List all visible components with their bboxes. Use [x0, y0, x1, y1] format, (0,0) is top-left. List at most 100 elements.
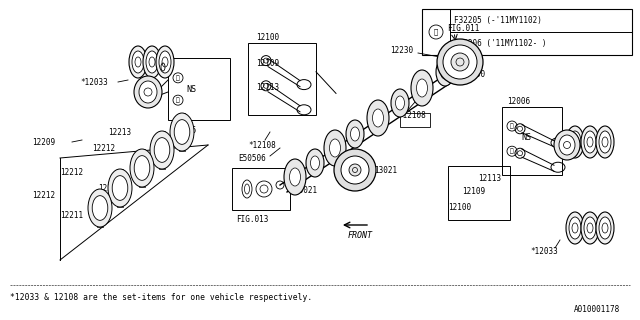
- Text: NS: NS: [521, 133, 531, 142]
- Text: 12212: 12212: [60, 167, 83, 177]
- Ellipse shape: [130, 149, 154, 187]
- Text: 12212: 12212: [92, 143, 115, 153]
- Ellipse shape: [436, 58, 454, 86]
- Text: 12212: 12212: [32, 190, 55, 199]
- Ellipse shape: [443, 45, 477, 79]
- Ellipse shape: [584, 131, 596, 153]
- Text: *12108: *12108: [248, 140, 276, 149]
- Ellipse shape: [581, 126, 599, 158]
- Text: 12213: 12213: [108, 127, 131, 137]
- Ellipse shape: [146, 51, 158, 73]
- Ellipse shape: [584, 217, 596, 239]
- Bar: [232, 168, 290, 210]
- Ellipse shape: [417, 79, 428, 97]
- Ellipse shape: [112, 176, 128, 200]
- Bar: [97, 189, 103, 227]
- Text: FRONT: FRONT: [348, 230, 373, 239]
- Ellipse shape: [451, 53, 469, 71]
- Text: F32206 ('11MY1102- ): F32206 ('11MY1102- ): [454, 39, 547, 48]
- Ellipse shape: [596, 126, 614, 158]
- Text: ①: ①: [510, 148, 514, 154]
- Text: FIG.011: FIG.011: [447, 23, 479, 33]
- Ellipse shape: [391, 89, 409, 117]
- Text: NS: NS: [186, 84, 196, 93]
- Text: *12033 & 12108 are the set-items for one vehicle respectively.: *12033 & 12108 are the set-items for one…: [10, 293, 312, 302]
- Text: 12006: 12006: [173, 125, 196, 134]
- Text: 12209: 12209: [32, 138, 55, 147]
- Ellipse shape: [306, 149, 324, 177]
- Text: 13021: 13021: [294, 186, 317, 195]
- Ellipse shape: [284, 159, 306, 195]
- Ellipse shape: [341, 156, 369, 184]
- Text: ①: ①: [510, 123, 514, 129]
- Ellipse shape: [554, 130, 580, 160]
- Ellipse shape: [372, 109, 383, 127]
- Bar: [422, 9, 632, 55]
- Ellipse shape: [440, 65, 449, 79]
- Bar: [168, 58, 230, 120]
- Bar: [139, 149, 145, 187]
- Ellipse shape: [132, 51, 144, 73]
- Text: ①: ①: [176, 97, 180, 103]
- Text: *12108: *12108: [398, 110, 426, 119]
- Bar: [400, 113, 430, 127]
- Text: ①: ①: [176, 75, 180, 81]
- Ellipse shape: [559, 135, 575, 155]
- Ellipse shape: [129, 46, 147, 78]
- Ellipse shape: [396, 96, 404, 110]
- Bar: [117, 169, 123, 207]
- Text: 12211: 12211: [98, 183, 121, 193]
- Ellipse shape: [599, 217, 611, 239]
- Text: 12230: 12230: [390, 45, 413, 54]
- Ellipse shape: [596, 212, 614, 244]
- Text: F32205 (-'11MY1102): F32205 (-'11MY1102): [454, 16, 542, 25]
- Text: 13021: 13021: [374, 165, 397, 174]
- Ellipse shape: [346, 120, 364, 148]
- Ellipse shape: [569, 217, 581, 239]
- Text: *12033: *12033: [80, 77, 108, 86]
- Ellipse shape: [108, 169, 132, 207]
- Bar: [502, 107, 562, 175]
- Ellipse shape: [310, 156, 319, 170]
- Ellipse shape: [566, 126, 584, 158]
- Ellipse shape: [174, 120, 190, 144]
- Ellipse shape: [569, 131, 581, 153]
- Ellipse shape: [150, 131, 174, 169]
- Ellipse shape: [566, 212, 584, 244]
- Text: 12211: 12211: [60, 211, 83, 220]
- Ellipse shape: [437, 39, 483, 85]
- Ellipse shape: [170, 113, 194, 151]
- Ellipse shape: [154, 138, 170, 162]
- Bar: [179, 113, 185, 151]
- Text: *12033: *12033: [530, 247, 557, 257]
- Ellipse shape: [92, 196, 108, 220]
- Text: 12211: 12211: [130, 157, 153, 166]
- Text: A010001178: A010001178: [573, 306, 620, 315]
- Ellipse shape: [367, 100, 389, 136]
- Ellipse shape: [324, 130, 346, 166]
- Ellipse shape: [581, 212, 599, 244]
- Text: FIG.013: FIG.013: [236, 214, 268, 223]
- Ellipse shape: [289, 168, 301, 186]
- Text: 12006: 12006: [507, 97, 530, 106]
- Bar: [448, 166, 510, 220]
- Text: 12100: 12100: [256, 33, 279, 42]
- Ellipse shape: [143, 46, 161, 78]
- Bar: [248, 43, 316, 115]
- Ellipse shape: [349, 164, 361, 176]
- Ellipse shape: [599, 131, 611, 153]
- Text: ①: ①: [434, 29, 438, 35]
- Bar: [159, 131, 165, 169]
- Ellipse shape: [330, 139, 340, 157]
- Text: 12109: 12109: [462, 188, 485, 196]
- Ellipse shape: [134, 156, 150, 180]
- Ellipse shape: [334, 149, 376, 191]
- Ellipse shape: [351, 127, 360, 141]
- Text: 12113: 12113: [256, 83, 279, 92]
- Text: 12113: 12113: [478, 173, 501, 182]
- Text: 12200: 12200: [462, 69, 485, 78]
- Text: 12109: 12109: [256, 59, 279, 68]
- Text: 12100: 12100: [448, 204, 471, 212]
- Ellipse shape: [411, 70, 433, 106]
- Ellipse shape: [156, 46, 174, 78]
